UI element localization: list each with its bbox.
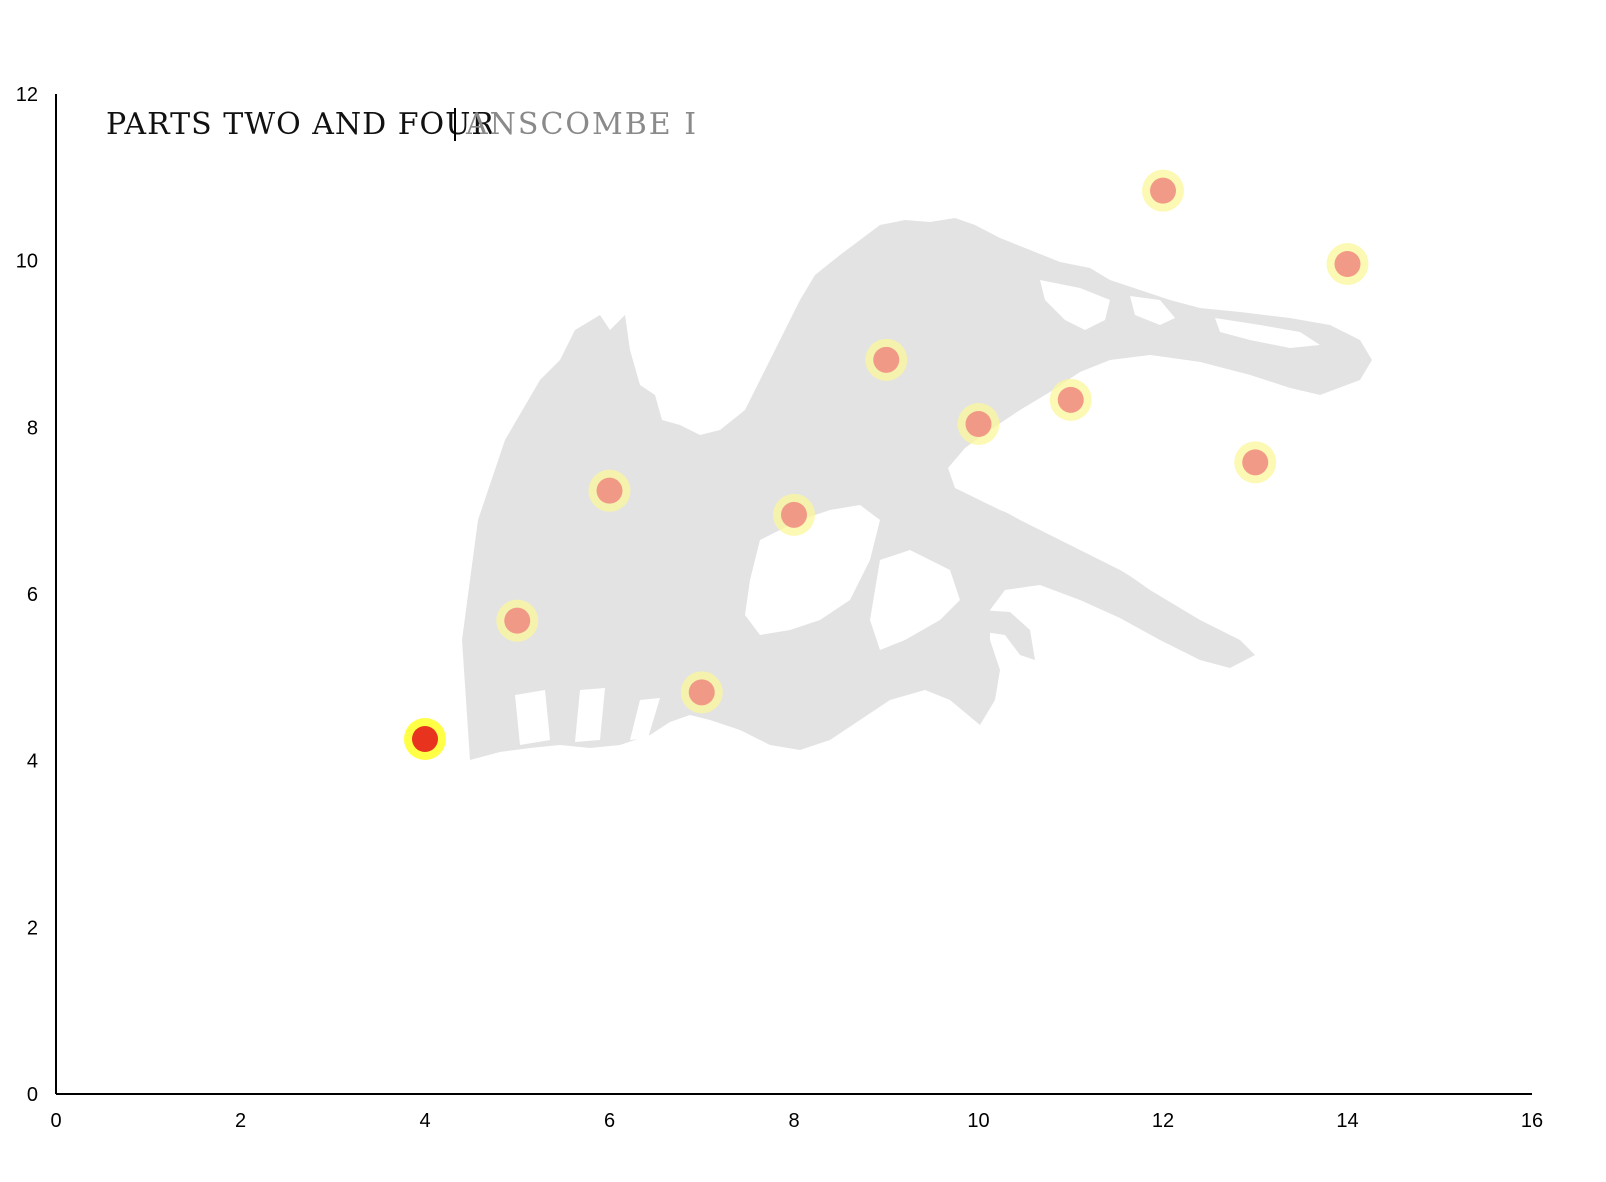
data-point-marker (688, 679, 715, 706)
data-point (865, 338, 908, 381)
x-tick-label: 2 (235, 1110, 246, 1132)
data-point-marker (1334, 251, 1361, 277)
highlighted-data-point (404, 718, 446, 760)
x-tick-label: 10 (967, 1110, 989, 1132)
chart-title-group: PARTS TWO AND FOUR ANSCOMBE I (106, 107, 698, 142)
data-point (1234, 441, 1277, 484)
data-point (1142, 169, 1184, 212)
dinosaur-silhouette (462, 218, 1372, 760)
y-tick-label: 6 (27, 584, 38, 606)
data-point-marker (1242, 449, 1269, 476)
y-tick-label: 12 (16, 84, 38, 106)
data-point-marker (412, 726, 438, 752)
x-tick-label: 4 (419, 1110, 430, 1132)
data-point-marker (1150, 177, 1176, 204)
x-tick-labels: 0 2 4 6 8 10 12 14 16 (50, 1110, 1543, 1132)
data-point-marker (965, 411, 992, 437)
data-point-marker (1057, 386, 1084, 413)
data-point (1326, 243, 1369, 285)
data-point-marker (596, 477, 623, 504)
y-tick-label: 4 (27, 751, 38, 773)
x-tick-label: 14 (1336, 1110, 1358, 1132)
chart-subtitle: ANSCOMBE I (465, 107, 698, 142)
x-tick-label: 16 (1521, 1110, 1543, 1132)
x-tick-label: 0 (50, 1110, 61, 1132)
y-tick-label: 2 (27, 917, 38, 939)
data-point-marker (873, 346, 900, 373)
x-tick-label: 6 (604, 1110, 615, 1132)
y-tick-label: 8 (27, 417, 38, 439)
data-points (404, 169, 1369, 760)
x-tick-label: 12 (1152, 1110, 1174, 1132)
y-tick-label: 0 (27, 1084, 38, 1106)
chart-title: PARTS TWO AND FOUR (106, 107, 495, 142)
data-point-marker (504, 607, 531, 634)
data-point-marker (781, 501, 807, 528)
data-point (957, 403, 1000, 445)
data-point (680, 671, 723, 714)
data-point (773, 493, 815, 536)
data-point (496, 599, 539, 642)
y-tick-labels: 0 2 4 6 8 10 12 (16, 84, 38, 1106)
data-point (1049, 378, 1092, 421)
y-tick-label: 10 (16, 251, 38, 273)
x-tick-label: 8 (788, 1110, 799, 1132)
data-point (588, 469, 631, 512)
